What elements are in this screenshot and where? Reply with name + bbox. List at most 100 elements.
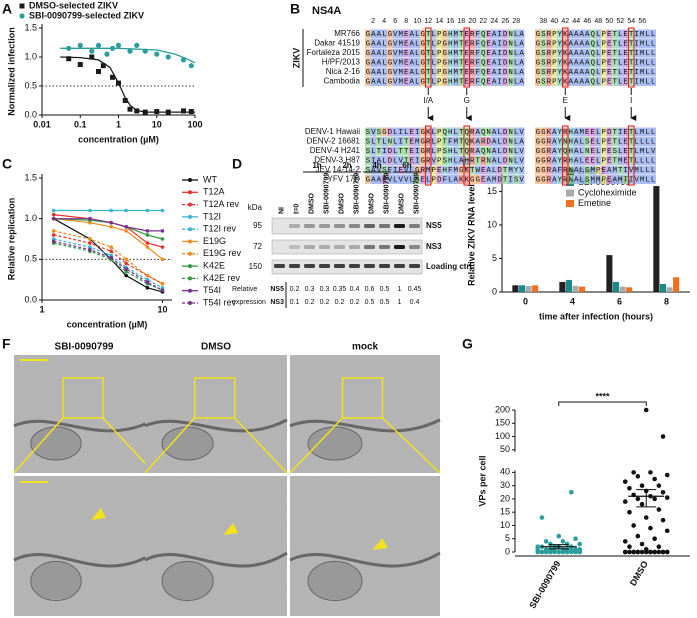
legend-label: E19G rev bbox=[203, 248, 242, 258]
point bbox=[635, 533, 641, 539]
residue-bg bbox=[617, 58, 623, 67]
residue-bg bbox=[519, 58, 525, 67]
membrane bbox=[144, 418, 288, 433]
residue-bg bbox=[398, 146, 404, 156]
residue-bg bbox=[513, 127, 519, 137]
point bbox=[656, 544, 662, 549]
residue-bg bbox=[573, 146, 579, 156]
residue-bg bbox=[628, 67, 634, 77]
residue-bg bbox=[650, 137, 656, 146]
residue-bg bbox=[475, 175, 481, 184]
residue-bg bbox=[376, 175, 382, 184]
residue-bg bbox=[387, 77, 393, 86]
point bbox=[639, 549, 645, 555]
point bbox=[648, 549, 653, 555]
point bbox=[145, 229, 150, 233]
residue-bg bbox=[557, 67, 563, 77]
legend-marker bbox=[188, 190, 192, 195]
residue-bg bbox=[535, 146, 541, 156]
residue-bg bbox=[436, 29, 442, 39]
residue-bg bbox=[508, 77, 514, 86]
residue-bg bbox=[480, 67, 486, 77]
residue-bg bbox=[513, 175, 519, 184]
y-tick-label: 1.5 bbox=[24, 172, 37, 182]
x-axis-label: time after infection (hours) bbox=[539, 311, 653, 321]
x-tick-label: SBI-0090799 bbox=[527, 559, 562, 610]
residue-bg bbox=[480, 39, 486, 48]
residue-bg bbox=[392, 165, 398, 175]
residue-bg bbox=[464, 146, 470, 156]
point bbox=[656, 549, 662, 555]
residue-bg bbox=[381, 165, 387, 175]
residue-bg bbox=[398, 165, 404, 175]
residue-bg bbox=[639, 137, 645, 146]
residue-bg bbox=[508, 165, 514, 175]
residue-bg bbox=[584, 175, 590, 184]
residue-bg bbox=[409, 77, 415, 86]
sequence: GAALGVMEALGTLPGHMTERFQEAIDNLA bbox=[366, 78, 525, 86]
residue-bg bbox=[442, 165, 448, 175]
residue-bg bbox=[420, 165, 426, 175]
lane-label: DMSO bbox=[308, 192, 315, 214]
residue-bg bbox=[535, 39, 541, 48]
residue-bg bbox=[639, 58, 645, 67]
residue-bg bbox=[436, 146, 442, 156]
residue-bg bbox=[425, 29, 431, 39]
residue-bg bbox=[409, 29, 415, 39]
residue-bg bbox=[546, 67, 552, 77]
residue-bg bbox=[502, 48, 508, 58]
residue-bg bbox=[535, 48, 541, 58]
residue-bg bbox=[573, 67, 579, 77]
point bbox=[660, 517, 666, 523]
residue-bg bbox=[414, 175, 420, 184]
residue-bg bbox=[617, 77, 623, 86]
residue-bg bbox=[436, 77, 442, 86]
residue-bg bbox=[573, 39, 579, 48]
residue-bg bbox=[486, 146, 492, 156]
residue-bg bbox=[436, 58, 442, 67]
residue-bg bbox=[590, 165, 596, 175]
ruler-number: 46 bbox=[583, 18, 591, 25]
point bbox=[180, 57, 187, 63]
residue-bg bbox=[376, 67, 382, 77]
residue-bg bbox=[469, 29, 475, 39]
residue-bg bbox=[403, 29, 409, 39]
residue-bg bbox=[458, 48, 464, 58]
residue-bg bbox=[546, 156, 552, 165]
point bbox=[660, 489, 666, 495]
residue-bg bbox=[365, 58, 371, 67]
residue-bg bbox=[376, 146, 382, 156]
panel-label: B bbox=[290, 1, 300, 17]
residue-bg bbox=[639, 146, 645, 156]
residue-bg bbox=[392, 175, 398, 184]
point bbox=[160, 288, 165, 293]
residue-bg bbox=[650, 77, 656, 86]
residue-bg bbox=[392, 137, 398, 146]
point bbox=[573, 547, 578, 552]
residue-bg bbox=[584, 77, 590, 86]
bar bbox=[612, 281, 619, 292]
residue-bg bbox=[486, 77, 492, 86]
residue-bg bbox=[502, 58, 508, 67]
point bbox=[145, 233, 150, 237]
residue-bg bbox=[562, 146, 568, 156]
residue-bg bbox=[398, 39, 404, 48]
residue-bg bbox=[480, 175, 486, 184]
band bbox=[394, 245, 405, 249]
y-tick-label: 0 bbox=[505, 546, 510, 556]
residue-bg bbox=[557, 146, 563, 156]
residue-bg bbox=[590, 29, 596, 39]
residue-bg bbox=[409, 156, 415, 165]
residue-bg bbox=[562, 58, 568, 67]
value-cell: 0.4 bbox=[350, 286, 360, 293]
micrograph bbox=[290, 355, 440, 473]
point bbox=[631, 549, 636, 555]
legend-marker bbox=[188, 227, 192, 232]
point bbox=[109, 225, 113, 229]
point bbox=[165, 109, 171, 115]
y-tick-label: 15 bbox=[500, 507, 510, 517]
residue-bg bbox=[650, 165, 656, 175]
residue-bg bbox=[628, 165, 634, 175]
residue-bg bbox=[617, 156, 623, 165]
